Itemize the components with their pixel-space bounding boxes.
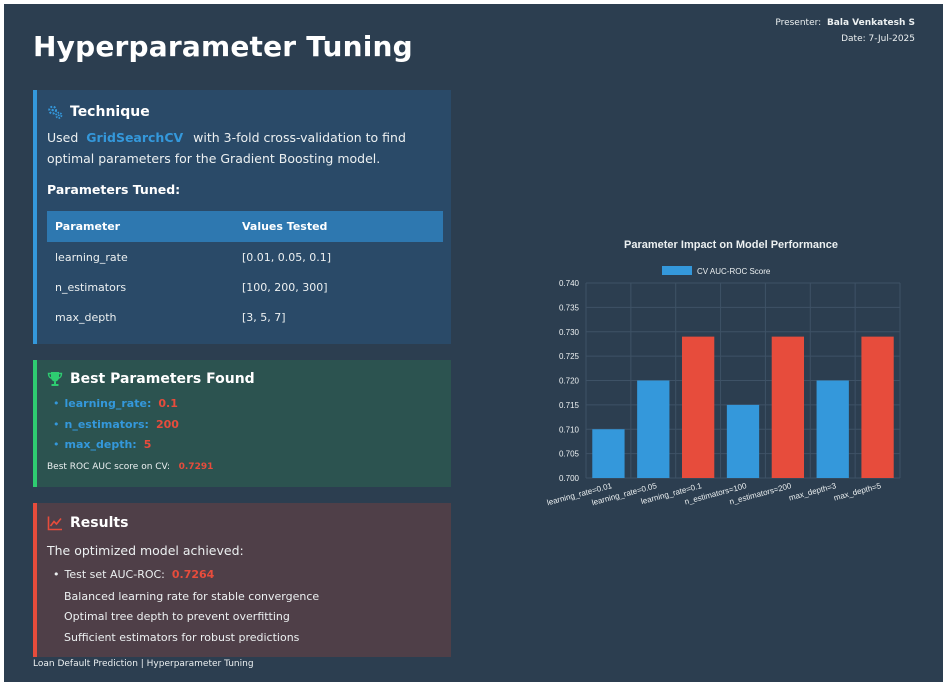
bar bbox=[637, 380, 670, 478]
y-tick-label: 0.705 bbox=[559, 450, 580, 459]
table-cell: learning_rate bbox=[55, 250, 128, 264]
y-tick-label: 0.725 bbox=[559, 352, 580, 361]
table-cell: n_estimators bbox=[55, 280, 127, 294]
technique-heading: Technique bbox=[47, 104, 150, 120]
best-score-label: Best ROC AUC score on CV: bbox=[47, 462, 171, 472]
presenter-label: Presenter: bbox=[775, 18, 822, 28]
table-row: learning_rate [0.01, 0.05, 0.1] bbox=[47, 242, 443, 272]
results-heading: Results bbox=[47, 515, 128, 531]
params-col-values: Values Tested bbox=[234, 211, 443, 242]
bar bbox=[861, 336, 894, 478]
list-item: Test set AUC-ROC: 0.7264 bbox=[47, 565, 215, 586]
list-item: n_estimators: 200 bbox=[47, 415, 179, 436]
technique-description: Used GridSearchCV with 3-fold cross-vali… bbox=[47, 127, 442, 169]
results-line: Sufficient estimators for robust predict… bbox=[64, 631, 300, 644]
bar bbox=[816, 380, 849, 478]
table-cell: [100, 200, 300] bbox=[242, 280, 328, 294]
footer: Loan Default Prediction | Hyperparameter… bbox=[33, 659, 254, 669]
x-tick-label: max_depth=3 bbox=[788, 481, 838, 502]
best-params-list: learning_rate: 0.1 n_estimators: 200 max… bbox=[47, 394, 179, 456]
bar bbox=[681, 336, 715, 478]
params-col-parameter: Parameter bbox=[47, 211, 234, 242]
test-auc-label: Test set AUC-ROC: bbox=[64, 568, 165, 581]
trophy-icon bbox=[47, 371, 63, 387]
y-tick-label: 0.740 bbox=[559, 279, 580, 288]
technique-text-after: with 3-fold cross-validation to find opt… bbox=[47, 130, 406, 166]
y-tick-label: 0.710 bbox=[559, 425, 580, 434]
best-params-heading: Best Parameters Found bbox=[47, 371, 255, 387]
y-tick-label: 0.735 bbox=[559, 303, 580, 312]
params-heading: Parameters Tuned: bbox=[47, 182, 181, 197]
results-intro: The optimized model achieved: bbox=[47, 543, 244, 558]
results-card: Results The optimized model achieved: Te… bbox=[33, 503, 451, 657]
best-param-value: 200 bbox=[155, 417, 179, 431]
params-table: Parameter Values Tested learning_rate [0… bbox=[47, 211, 443, 332]
best-score-value: 0.7291 bbox=[178, 462, 214, 472]
results-heading-text: Results bbox=[70, 515, 129, 531]
y-tick-label: 0.715 bbox=[559, 401, 580, 410]
results-line: Balanced learning rate for stable conver… bbox=[64, 590, 320, 603]
presenter-info: Presenter: Bala Venkatesh S Date: 7-Jul-… bbox=[775, 15, 915, 47]
test-auc-value: 0.7264 bbox=[171, 568, 215, 581]
best-param-key: n_estimators: bbox=[64, 417, 149, 431]
table-cell: max_depth bbox=[55, 310, 117, 324]
page-title: Hyperparameter Tuning bbox=[33, 30, 413, 63]
table-row: max_depth [3, 5, 7] bbox=[47, 302, 443, 332]
table-cell: [0.01, 0.05, 0.1] bbox=[242, 250, 332, 264]
technique-heading-text: Technique bbox=[70, 104, 150, 120]
best-params-card: Best Parameters Found learning_rate: 0.1… bbox=[33, 360, 451, 487]
results-list: Test set AUC-ROC: 0.7264 bbox=[47, 565, 215, 586]
chart-title: Parameter Impact on Model Performance bbox=[624, 239, 838, 251]
presenter-name: Bala Venkatesh S bbox=[826, 18, 915, 28]
cogs-icon bbox=[47, 104, 63, 120]
presentation-date: Date: 7-Jul-2025 bbox=[841, 34, 915, 44]
legend-label: CV AUC-ROC Score bbox=[697, 267, 771, 276]
legend-swatch bbox=[662, 266, 692, 275]
best-score: Best ROC AUC score on CV: 0.7291 bbox=[47, 462, 213, 472]
y-tick-label: 0.730 bbox=[559, 328, 580, 337]
list-item: max_depth: 5 bbox=[47, 435, 179, 456]
table-row: n_estimators [100, 200, 300] bbox=[47, 272, 443, 302]
results-line: Optimal tree depth to prevent overfittin… bbox=[64, 610, 290, 623]
x-tick-label: max_depth=5 bbox=[833, 481, 883, 502]
slide: Presenter: Bala Venkatesh S Date: 7-Jul-… bbox=[4, 4, 943, 682]
y-tick-label: 0.720 bbox=[559, 377, 580, 386]
bar bbox=[726, 404, 760, 478]
best-param-value: 5 bbox=[143, 438, 152, 451]
technique-card: Technique Used GridSearchCV with 3-fold … bbox=[33, 90, 451, 344]
parameter-impact-chart: Parameter Impact on Model Performance CV … bbox=[546, 239, 901, 507]
list-item: learning_rate: 0.1 bbox=[47, 394, 179, 415]
table-cell: [3, 5, 7] bbox=[242, 310, 286, 324]
best-param-value: 0.1 bbox=[158, 397, 178, 410]
y-tick-label: 0.700 bbox=[559, 474, 580, 483]
best-param-key: learning_rate: bbox=[64, 397, 152, 410]
line-chart-icon bbox=[47, 515, 63, 531]
best-params-heading-text: Best Parameters Found bbox=[70, 371, 255, 387]
best-param-key: max_depth: bbox=[64, 438, 137, 451]
bar bbox=[592, 429, 625, 478]
technique-method: GridSearchCV bbox=[86, 130, 184, 145]
params-table-header-row: Parameter Values Tested bbox=[47, 211, 443, 242]
technique-text-before: Used bbox=[47, 130, 79, 145]
bar bbox=[771, 336, 805, 478]
